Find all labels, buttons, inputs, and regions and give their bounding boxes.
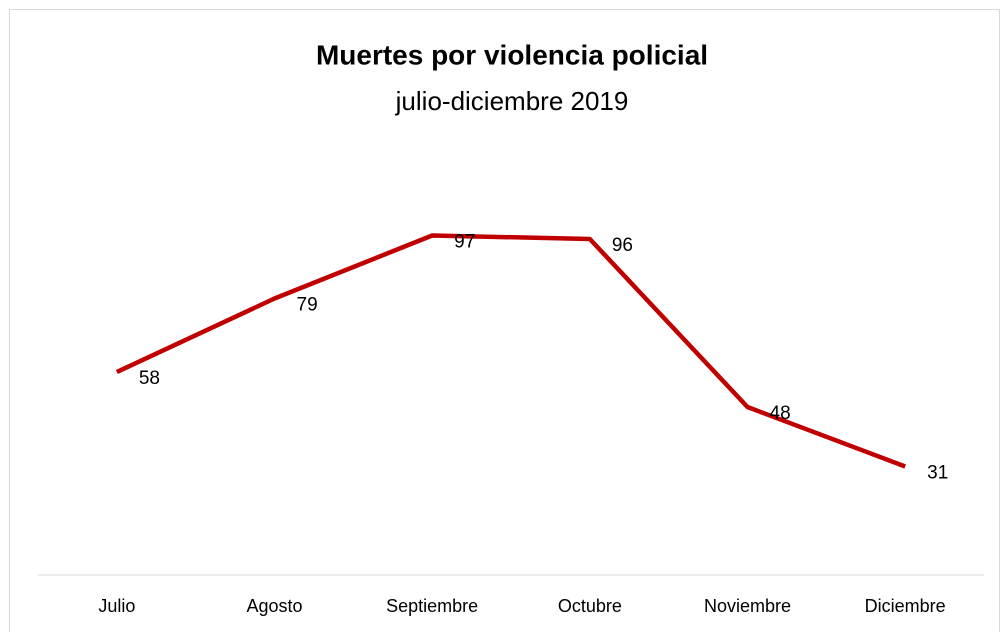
data-label: 97: [454, 232, 475, 253]
data-line: [115, 233, 906, 469]
x-tick-label: Octubre: [558, 596, 622, 616]
data-label: 79: [297, 295, 318, 316]
chart-title: Muertes por violencia policial: [316, 39, 708, 70]
x-tick-label: Septiembre: [386, 596, 478, 616]
chart-subtitle: julio-diciembre 2019: [395, 86, 629, 116]
x-tick-label: Noviembre: [704, 596, 791, 616]
data-label: 48: [770, 403, 791, 424]
x-tick-label: Julio: [98, 596, 135, 616]
data-label: 96: [612, 235, 633, 256]
x-tick-label: Agosto: [246, 596, 302, 616]
data-label: 31: [927, 463, 948, 484]
chart-border: [9, 9, 1000, 632]
data-label: 58: [139, 368, 160, 389]
x-tick-label: Diciembre: [865, 596, 946, 616]
